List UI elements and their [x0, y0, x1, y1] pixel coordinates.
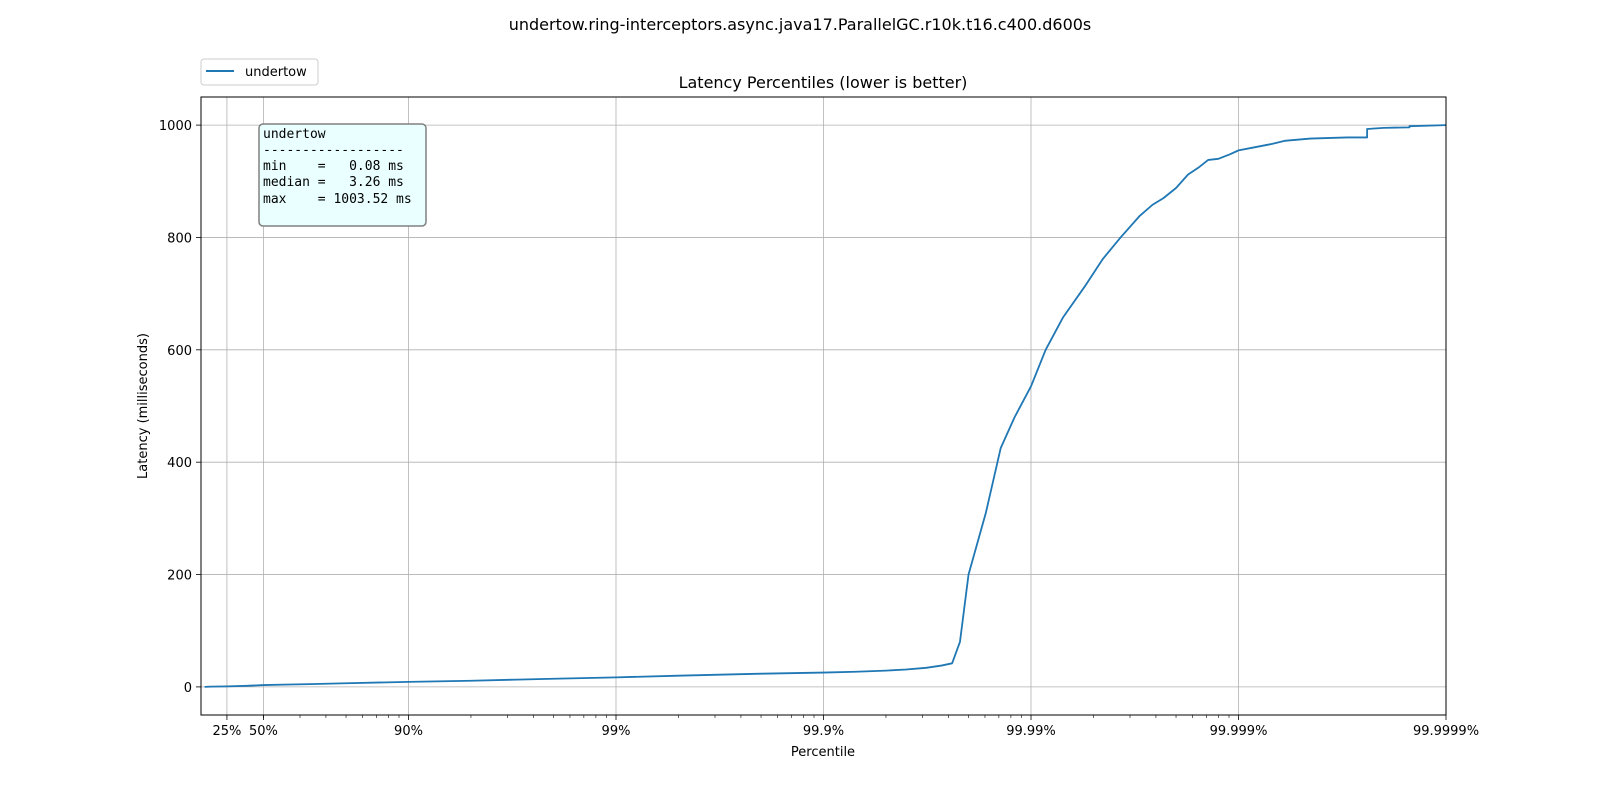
legend-frame [200, 58, 319, 86]
x-axis-ticks: 25% 50% 90% 99% 99.9% 99.99% 99.999% 99.9999% [212, 715, 1479, 739]
x-tick-label: 99.99% [1006, 724, 1056, 739]
x-tick-label: 25% [212, 724, 241, 739]
x-tick-label: 99.9% [803, 724, 844, 739]
chart-title: Latency Percentiles (lower is better) [679, 73, 968, 92]
y-tick-label: 600 [167, 344, 192, 359]
x-tick-label: 99% [602, 724, 631, 739]
stats-box-frame [258, 123, 427, 227]
series-line-undertow [204, 124, 1447, 688]
y-tick-label: 400 [167, 456, 192, 471]
y-axis-ticks: 0 200 400 600 800 1000 [159, 119, 201, 696]
stats-box-line: undertow [263, 127, 326, 142]
y-tick-label: 1000 [159, 119, 192, 134]
stats-box-line: max = 1003.52 ms [263, 192, 412, 207]
y-axis-label: Latency (milliseconds) [136, 333, 151, 479]
figure-suptitle: undertow.ring-interceptors.async.java17.… [509, 15, 1092, 34]
y-tick-label: 800 [167, 231, 192, 246]
y-tick-label: 200 [167, 569, 192, 584]
y-tick-label: 0 [184, 681, 192, 696]
plot-frame [200, 96, 1447, 716]
x-tick-label: 90% [394, 724, 423, 739]
x-tick-label: 99.9999% [1413, 724, 1479, 739]
stats-box-line: median = 3.26 ms [263, 175, 404, 190]
x-tick-label: 99.999% [1210, 724, 1268, 739]
stats-box-line: ------------------ [263, 143, 404, 158]
legend-label-undertow: undertow [245, 65, 307, 80]
stats-box: undertow ------------------ min = 0.08 m… [258, 123, 427, 227]
x-tick-label: 50% [249, 724, 278, 739]
series-lines [204, 124, 1447, 688]
x-axis-label: Percentile [791, 745, 855, 760]
legend: undertow [200, 58, 319, 86]
stats-box-line: min = 0.08 ms [263, 159, 404, 174]
